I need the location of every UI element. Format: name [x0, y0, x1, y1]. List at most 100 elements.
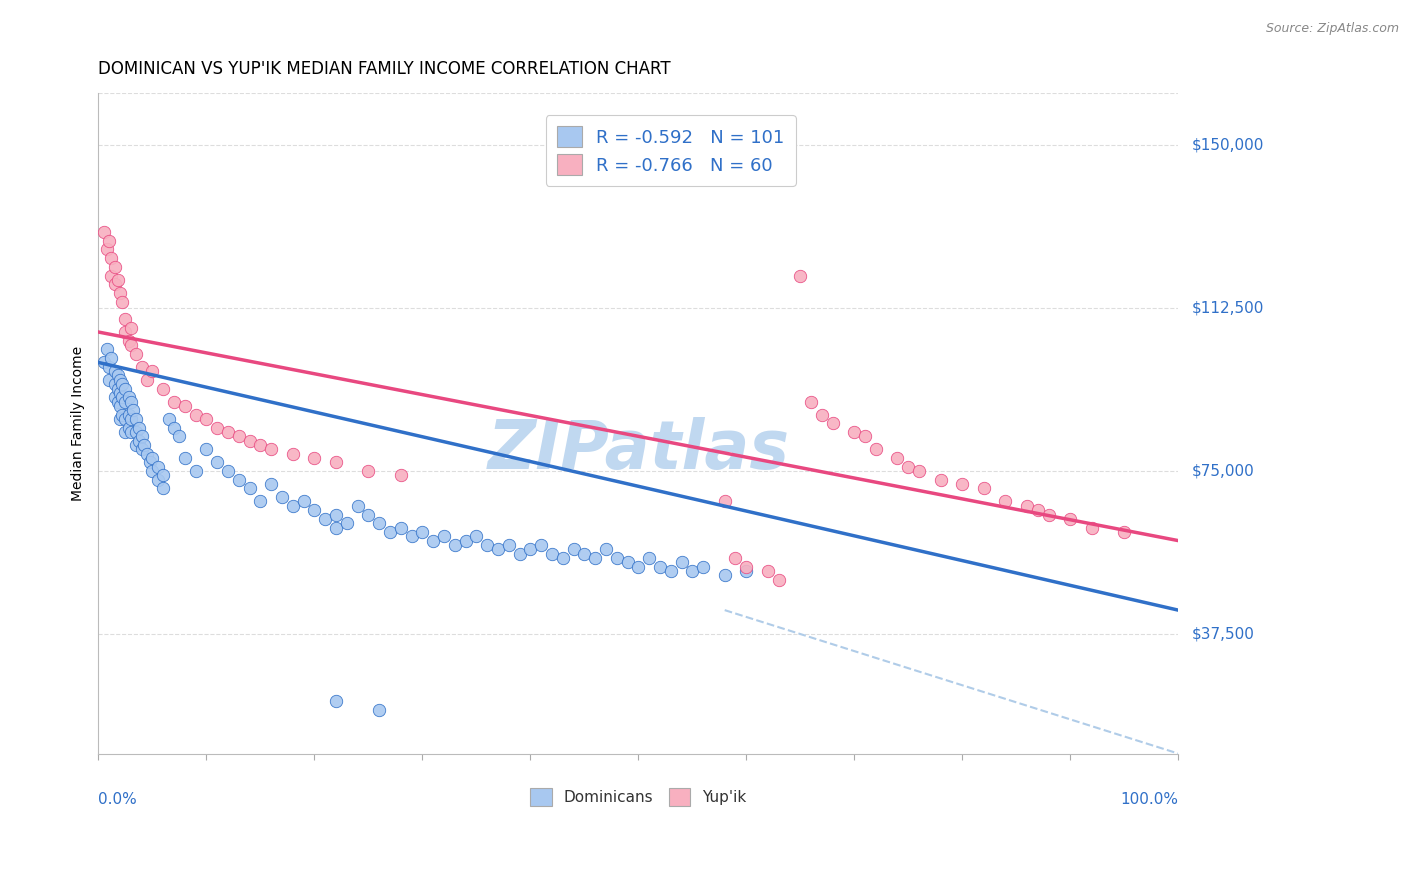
Point	[1059, 512, 1081, 526]
Point	[184, 464, 207, 478]
Point	[104, 390, 127, 404]
Point	[260, 442, 283, 457]
Point	[368, 516, 391, 531]
Point	[157, 412, 180, 426]
Point	[325, 455, 347, 469]
Point	[120, 412, 142, 426]
Text: Source: ZipAtlas.com: Source: ZipAtlas.com	[1265, 22, 1399, 36]
Y-axis label: Median Family Income: Median Family Income	[72, 346, 86, 500]
Point	[114, 312, 136, 326]
Point	[184, 408, 207, 422]
Point	[325, 520, 347, 534]
Point	[422, 533, 444, 548]
Point	[389, 520, 412, 534]
Point	[239, 434, 262, 448]
Point	[249, 438, 271, 452]
Point	[551, 551, 574, 566]
Point	[465, 529, 488, 543]
Point	[239, 482, 262, 496]
Point	[304, 450, 326, 465]
Point	[325, 694, 347, 708]
Point	[100, 351, 122, 365]
Point	[530, 538, 553, 552]
Point	[163, 394, 186, 409]
Point	[195, 442, 218, 457]
Point	[541, 547, 564, 561]
Point	[93, 225, 115, 239]
Point	[1038, 508, 1060, 522]
Point	[844, 425, 866, 439]
Point	[114, 325, 136, 339]
Point	[173, 450, 195, 465]
Point	[108, 373, 131, 387]
Point	[865, 442, 887, 457]
Point	[108, 399, 131, 413]
Point	[120, 425, 142, 439]
Point	[152, 382, 174, 396]
Text: $75,000: $75,000	[1192, 464, 1254, 479]
Point	[163, 420, 186, 434]
Point	[169, 429, 191, 443]
Point	[131, 442, 153, 457]
Legend: Dominicans, Yup'ik: Dominicans, Yup'ik	[524, 782, 752, 812]
Point	[713, 568, 735, 582]
Point	[104, 377, 127, 392]
Point	[1081, 520, 1104, 534]
Point	[108, 285, 131, 300]
Point	[659, 564, 682, 578]
Text: 0.0%: 0.0%	[98, 792, 138, 807]
Point	[96, 343, 118, 357]
Point	[108, 412, 131, 426]
Text: DOMINICAN VS YUP'IK MEDIAN FAMILY INCOME CORRELATION CHART: DOMINICAN VS YUP'IK MEDIAN FAMILY INCOME…	[98, 60, 671, 78]
Point	[217, 425, 239, 439]
Point	[973, 482, 995, 496]
Point	[583, 551, 606, 566]
Point	[1114, 524, 1136, 539]
Point	[1026, 503, 1049, 517]
Point	[281, 499, 304, 513]
Text: $37,500: $37,500	[1192, 626, 1256, 641]
Point	[336, 516, 359, 531]
Point	[118, 408, 141, 422]
Point	[908, 464, 931, 478]
Point	[768, 573, 790, 587]
Point	[357, 464, 380, 478]
Point	[756, 564, 779, 578]
Point	[107, 273, 129, 287]
Point	[616, 555, 638, 569]
Point	[125, 347, 148, 361]
Point	[114, 382, 136, 396]
Point	[125, 425, 148, 439]
Point	[132, 438, 155, 452]
Point	[205, 420, 228, 434]
Point	[98, 234, 121, 248]
Point	[152, 468, 174, 483]
Point	[114, 425, 136, 439]
Point	[125, 412, 148, 426]
Point	[111, 408, 134, 422]
Point	[120, 394, 142, 409]
Point	[98, 373, 121, 387]
Point	[281, 447, 304, 461]
Point	[454, 533, 477, 548]
Point	[368, 703, 391, 717]
Point	[509, 547, 531, 561]
Point	[994, 494, 1017, 508]
Point	[107, 382, 129, 396]
Point	[104, 260, 127, 274]
Point	[713, 494, 735, 508]
Point	[96, 243, 118, 257]
Point	[292, 494, 315, 508]
Point	[950, 477, 973, 491]
Point	[735, 564, 758, 578]
Text: $150,000: $150,000	[1192, 137, 1264, 153]
Point	[735, 559, 758, 574]
Point	[595, 542, 617, 557]
Point	[131, 429, 153, 443]
Point	[638, 551, 661, 566]
Point	[671, 555, 693, 569]
Point	[217, 464, 239, 478]
Point	[401, 529, 423, 543]
Point	[325, 508, 347, 522]
Point	[411, 524, 433, 539]
